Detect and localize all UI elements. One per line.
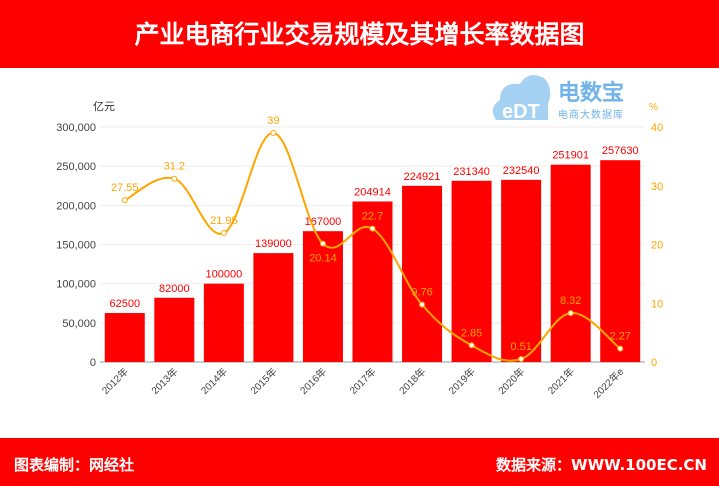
x-tick-label: 2019年 <box>446 365 478 397</box>
bar-data-label: 139000 <box>255 238 292 250</box>
y-tick-label: 100,000 <box>56 279 96 291</box>
bar <box>154 297 195 362</box>
y-right-tick-label: 0 <box>651 357 657 369</box>
line-point <box>121 197 128 204</box>
line-data-label: 31.2 <box>164 161 185 173</box>
bar <box>402 185 443 362</box>
line-data-label: 27.55 <box>111 182 139 194</box>
line-point <box>171 175 178 182</box>
bar-data-label: 224921 <box>404 171 441 183</box>
y-right-tick-label: 20 <box>651 240 663 252</box>
logo-sub: 电商大数据库 <box>558 108 624 121</box>
x-tick-label: 2018年 <box>396 365 428 397</box>
line-data-label: 9.76 <box>411 287 432 299</box>
chart-title: 产业电商行业交易规模及其增长率数据图 <box>0 0 719 68</box>
line-point <box>567 310 574 317</box>
y-tick-label: 200,000 <box>56 200 96 212</box>
bar-data-label: 251901 <box>552 150 589 162</box>
footer-credit: 图表编制：网经社 <box>14 456 135 474</box>
x-tick-label: 2022年e <box>590 365 626 401</box>
logo-text: 电数宝 <box>558 80 624 105</box>
bar-data-label: 167000 <box>305 216 342 228</box>
x-tick-label: 2013年 <box>148 365 180 397</box>
footer: 图表编制：网经社 数据来源：WWW.100EC.CN <box>0 438 719 486</box>
line-data-label: 39 <box>267 115 279 127</box>
line-point <box>419 301 426 308</box>
line-point <box>369 225 376 232</box>
bar-data-label: 257630 <box>602 145 639 157</box>
bar-data-label: 204914 <box>354 186 391 198</box>
x-tick-label: 2020年 <box>495 365 527 397</box>
x-tick-label: 2015年 <box>248 365 280 397</box>
bar <box>600 160 641 362</box>
bar <box>501 179 542 362</box>
bar <box>203 283 244 362</box>
line-data-label: 21.95 <box>210 215 238 227</box>
line-point <box>220 230 227 237</box>
y-tick-label: 150,000 <box>56 240 96 252</box>
line-data-label: 2.85 <box>461 327 482 339</box>
bar-data-label: 100000 <box>206 269 243 281</box>
footer-source: 数据来源：WWW.100EC.CN <box>496 456 707 474</box>
y-right-tick-label: 10 <box>651 298 663 310</box>
y-right-tick-label: 30 <box>651 181 663 193</box>
bar-data-label: 62500 <box>109 298 140 310</box>
line-data-label: 22.7 <box>362 211 383 223</box>
y-right-axis-label: % <box>649 102 658 113</box>
y-axis-label: 亿元 <box>93 100 115 113</box>
line-data-label: 2.27 <box>610 331 631 343</box>
x-tick-label: 2021年 <box>545 365 577 397</box>
bar-data-label: 231340 <box>453 166 490 178</box>
bar-data-label: 232540 <box>503 165 540 177</box>
growth-line <box>124 131 621 362</box>
cloud-logo-icon: eDT 电数宝 电商大数据库 <box>492 75 624 123</box>
x-tick-label: 2012年 <box>99 365 131 397</box>
line-data-label: 0.51 <box>510 341 531 353</box>
bar <box>302 231 343 362</box>
line-data-label: 20.14 <box>309 253 337 265</box>
line-point <box>270 129 277 136</box>
line-data-label: 8.32 <box>560 295 581 307</box>
bar <box>253 253 294 362</box>
x-tick-label: 2016年 <box>297 365 329 397</box>
x-tick-label: 2014年 <box>198 365 230 397</box>
x-tick-label: 2017年 <box>347 365 379 397</box>
logo: eDT 电数宝 电商大数据库 <box>488 70 638 126</box>
bar <box>550 164 591 362</box>
bar <box>451 180 492 362</box>
y-tick-label: 250,000 <box>56 161 96 173</box>
logo-mark: eDT <box>502 101 540 123</box>
line-point <box>617 345 624 352</box>
bar <box>104 313 145 362</box>
line-point <box>319 240 326 247</box>
bar <box>352 201 393 362</box>
y-tick-label: 50,000 <box>62 318 96 330</box>
line-point <box>518 356 525 363</box>
bar-data-label: 82000 <box>159 283 190 295</box>
y-right-tick-label: 40 <box>651 122 663 134</box>
y-tick-label: 0 <box>90 357 96 369</box>
y-tick-label: 300,000 <box>56 122 96 134</box>
line-point <box>468 342 475 349</box>
